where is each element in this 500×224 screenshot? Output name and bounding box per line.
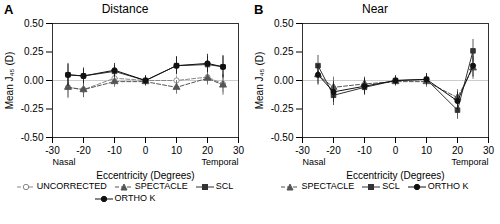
svg-text:0.50: 0.50 [274, 18, 294, 29]
svg-text:0.25: 0.25 [274, 46, 294, 57]
svg-text:0: 0 [393, 145, 399, 156]
svg-text:0.50: 0.50 [24, 18, 44, 29]
html-text:SCL: SCL [215, 181, 234, 191]
svg-text:10: 10 [171, 145, 183, 156]
svg-text:-0.25: -0.25 [21, 103, 44, 114]
svg-text:0.00: 0.00 [24, 75, 44, 86]
svg-text:-0.25: -0.25 [271, 103, 294, 114]
svg-text:Eccentricity (Degrees): Eccentricity (Degrees) [96, 170, 194, 181]
svg-text:0.25: 0.25 [24, 46, 44, 57]
svg-text:Mean J₄₅ (D): Mean J₄₅ (D) [4, 52, 15, 110]
svg-text:Eccentricity (Degrees): Eccentricity (Degrees) [346, 170, 444, 181]
html-text:Near: Near [362, 2, 388, 16]
svg-text:0.00: 0.00 [274, 75, 294, 86]
svg-text:-10: -10 [357, 145, 372, 156]
html-text:Distance: Distance [101, 2, 149, 16]
svg-text:Nasal: Nasal [53, 157, 76, 167]
svg-text:30: 30 [233, 145, 245, 156]
html-text:ORTHO K: ORTHO K [427, 181, 469, 191]
svg-text:10: 10 [421, 145, 433, 156]
svg-text:30: 30 [483, 145, 495, 156]
svg-text:-30: -30 [45, 145, 60, 156]
svg-text:-30: -30 [295, 145, 310, 156]
svg-text:Temporal: Temporal [451, 157, 488, 167]
html-text:SCL: SCL [382, 181, 400, 191]
svg-text:20: 20 [452, 145, 464, 156]
html-text:SPECTACLE: SPECTACLE [134, 181, 188, 191]
svg-text:-20: -20 [326, 145, 341, 156]
svg-text:Mean J₄₅ (D): Mean J₄₅ (D) [254, 52, 265, 110]
html-text:B: B [254, 2, 264, 17]
html-text:A: A [4, 2, 14, 17]
svg-text:Temporal: Temporal [201, 157, 238, 167]
html-text:UNCORRECTED: UNCORRECTED [36, 181, 107, 191]
svg-text:-0.50: -0.50 [271, 132, 294, 143]
html-text:ORTHO K: ORTHO K [114, 193, 156, 203]
html-text:SPECTACLE: SPECTACLE [301, 181, 355, 191]
svg-text:Nasal: Nasal [303, 157, 326, 167]
svg-text:-0.50: -0.50 [21, 132, 44, 143]
svg-text:0: 0 [143, 145, 149, 156]
svg-text:20: 20 [202, 145, 214, 156]
svg-text:-20: -20 [76, 145, 91, 156]
svg-text:-10: -10 [107, 145, 122, 156]
